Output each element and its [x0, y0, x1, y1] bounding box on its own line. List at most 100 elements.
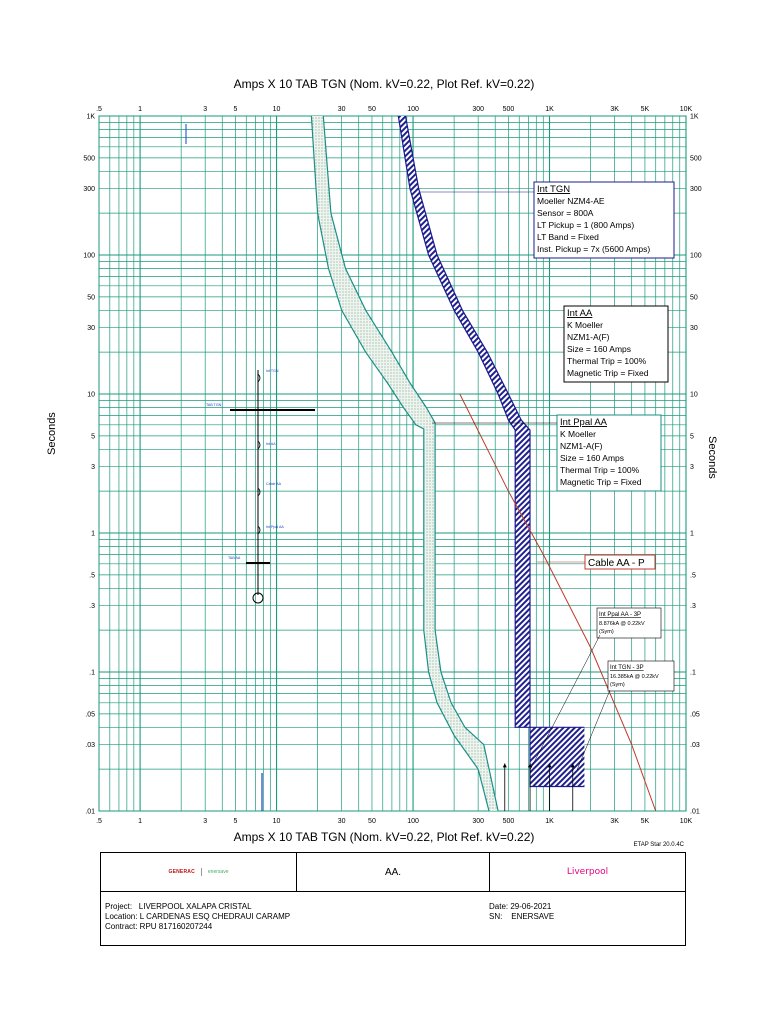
legend-int-ppal-aa-line: NZM1-A(F) — [560, 441, 603, 451]
y-tick-label-left: .1 — [89, 670, 95, 677]
x-tick-label-top: 100 — [407, 106, 419, 113]
source-symbol — [252, 592, 264, 604]
project-name: Project: LIVERPOOL XALAPA CRISTAL — [105, 902, 252, 911]
legend-int-ppal-aa-title: Int Ppal AA — [560, 417, 608, 428]
legend-int-tgn-title: Int TGN — [537, 184, 570, 195]
y-tick-label-right: 10 — [690, 392, 698, 399]
x-tick-label-bottom: .5 — [96, 818, 102, 825]
y-tick-label-right: .5 — [690, 572, 696, 579]
y-tick-label-left: .5 — [89, 572, 95, 579]
x-tick-label-bottom: 100 — [407, 818, 419, 825]
legend-int-tgn-line: Inst. Pickup = 7x (5600 Amps) — [537, 244, 650, 254]
int-aa-band — [311, 116, 499, 811]
legend-int-aa-title: Int AA — [567, 308, 593, 319]
x-tick-label-top: 10K — [680, 106, 693, 113]
y-tick-label-right: 30 — [690, 325, 698, 332]
legend-cable-title: Cable AA - P — [588, 558, 645, 569]
legend-int-aa-line: Size = 160 Amps — [567, 344, 631, 354]
liverpool-logo: Liverpool — [566, 867, 609, 877]
y-tick-label-left: .05 — [85, 711, 95, 718]
legend-int-tgn-box — [533, 181, 675, 259]
oneline-label: Cable AA — [266, 482, 282, 486]
fault-int-tgn-box — [607, 660, 675, 692]
fault-marker-arrow — [547, 763, 552, 768]
curve-int_tgn_min — [397, 115, 585, 728]
oneline-label: Int TGN — [266, 369, 279, 373]
y-tick-label-left: 30 — [87, 325, 95, 332]
x-tick-label-bottom: 3K — [610, 818, 619, 825]
enersave-logo: enersave — [207, 869, 229, 875]
x-tick-label-top: 1K — [545, 106, 554, 113]
chart-ticks: .5 .5 1 1 3 3 5 5 10 10 30 30 50 50 100 100 300 300 500 500… — [83, 106, 701, 825]
fault-leader-1 — [529, 634, 601, 771]
fault-marker-arrow — [528, 763, 533, 768]
date-info: Date: 29-06-2021 SN: ENERSAVE — [489, 902, 554, 922]
y-tick-label-left: .03 — [85, 742, 95, 749]
legend-int-tgn-line: LT Pickup = 1 (800 Amps) — [537, 220, 634, 230]
x-tick-label-top: 500 — [503, 106, 515, 113]
fault-int-ppal-aa-title: Int Ppal AA - 3P — [599, 612, 641, 618]
x-tick-label-bottom: 5 — [234, 818, 238, 825]
legend-int-aa-line: K Moeller — [567, 320, 603, 330]
legend-int-tgn-line: Moeller NZM4-AE — [537, 196, 605, 206]
x-tick-label-top: 3K — [610, 106, 619, 113]
breaker-symbol — [257, 440, 261, 450]
y-axis-label-left: Seconds — [46, 412, 58, 455]
legend-int-ppal-aa-line: Size = 160 Amps — [560, 453, 624, 463]
y-tick-label-right: 300 — [690, 186, 702, 193]
legend-int-tgn-line: LT Band = Fixed — [537, 232, 599, 242]
y-tick-label-right: .01 — [690, 809, 700, 816]
fault-int-ppal-aa-box — [596, 607, 662, 639]
one-line-diagram: Int TGN TAB TGN Int AA Cable AA Int Ppal AA T… — [185, 124, 315, 811]
generac-logo: GENERAC — [168, 869, 195, 875]
y-tick-label-right: .05 — [690, 711, 700, 718]
chart-title-bottom: Amps X 10 TAB TGN (Nom. kV=0.22, Plot Re… — [233, 830, 535, 844]
x-tick-label-bottom: 10K — [680, 818, 693, 825]
y-tick-label-right: 1 — [690, 531, 694, 538]
y-axis-label-right: Seconds — [706, 436, 718, 479]
oneline-label: Int AA — [266, 442, 276, 446]
x-tick-label-top: 1 — [138, 106, 142, 113]
x-tick-label-top: 50 — [368, 106, 376, 113]
x-tick-label-top: 3 — [203, 106, 207, 113]
y-tick-label-left: 500 — [83, 155, 95, 162]
x-tick-label-top: 300 — [472, 106, 484, 113]
y-tick-label-right: .03 — [690, 742, 700, 749]
breaker-symbol — [257, 487, 261, 497]
breaker-symbol — [257, 373, 261, 383]
x-tick-label-top: 30 — [338, 106, 346, 113]
x-tick-label-top: 5 — [234, 106, 238, 113]
chart-bands — [311, 116, 585, 811]
fault-marker-arrow — [570, 763, 575, 768]
curve-int_tgn_max — [404, 115, 585, 788]
y-tick-label-right: 3 — [690, 464, 694, 471]
y-tick-label-left: 10 — [87, 392, 95, 399]
software-version: ETAP Star 20.0.4C — [633, 842, 684, 848]
curve-cable_aa_p — [459, 393, 657, 812]
y-tick-label-right: 50 — [690, 294, 698, 301]
project-location: Location: L CARDENAS ESQ CHEDRAUI CARAMP — [105, 912, 291, 921]
legend-int-ppal-aa-box — [556, 414, 662, 492]
oneline-label: TAB TGN — [206, 403, 222, 407]
legend-int-tgn-line: Sensor = 800A — [537, 208, 594, 218]
y-tick-label-right: 5 — [690, 433, 694, 440]
legend-int-ppal-aa-line: Thermal Trip = 100% — [560, 465, 640, 475]
tcc-chart: .5 .5 1 1 3 3 5 5 10 10 30 30 50 50 100 100 300 300 500 500… — [83, 106, 701, 825]
y-tick-label-left: 100 — [83, 253, 95, 260]
y-tick-label-left: 1K — [86, 114, 95, 121]
fault-int-tgn-line: 16.385kA @ 0.22kV — [610, 674, 659, 680]
y-tick-label-left: 300 — [83, 186, 95, 193]
logo-liverpool: Liverpool — [489, 853, 685, 892]
legend-int-ppal-aa-line: K Moeller — [560, 429, 596, 439]
y-tick-label-right: .3 — [690, 603, 696, 610]
x-tick-label-top: 10 — [273, 106, 281, 113]
curve-int_aa_min — [310, 115, 490, 812]
y-tick-label-left: .3 — [89, 603, 95, 610]
x-tick-label-bottom: 3 — [203, 818, 207, 825]
x-tick-label-bottom: 50 — [368, 818, 376, 825]
fault-int-ppal-aa-line: (Sym) — [599, 629, 614, 635]
legend-int-ppal-aa-line: Magnetic Trip = Fixed — [560, 477, 642, 487]
fault-int-tgn-title: Int TGN - 3P — [610, 665, 644, 671]
x-tick-label-bottom: 500 — [503, 818, 515, 825]
project-date: Date: 29-06-2021 — [489, 902, 552, 911]
